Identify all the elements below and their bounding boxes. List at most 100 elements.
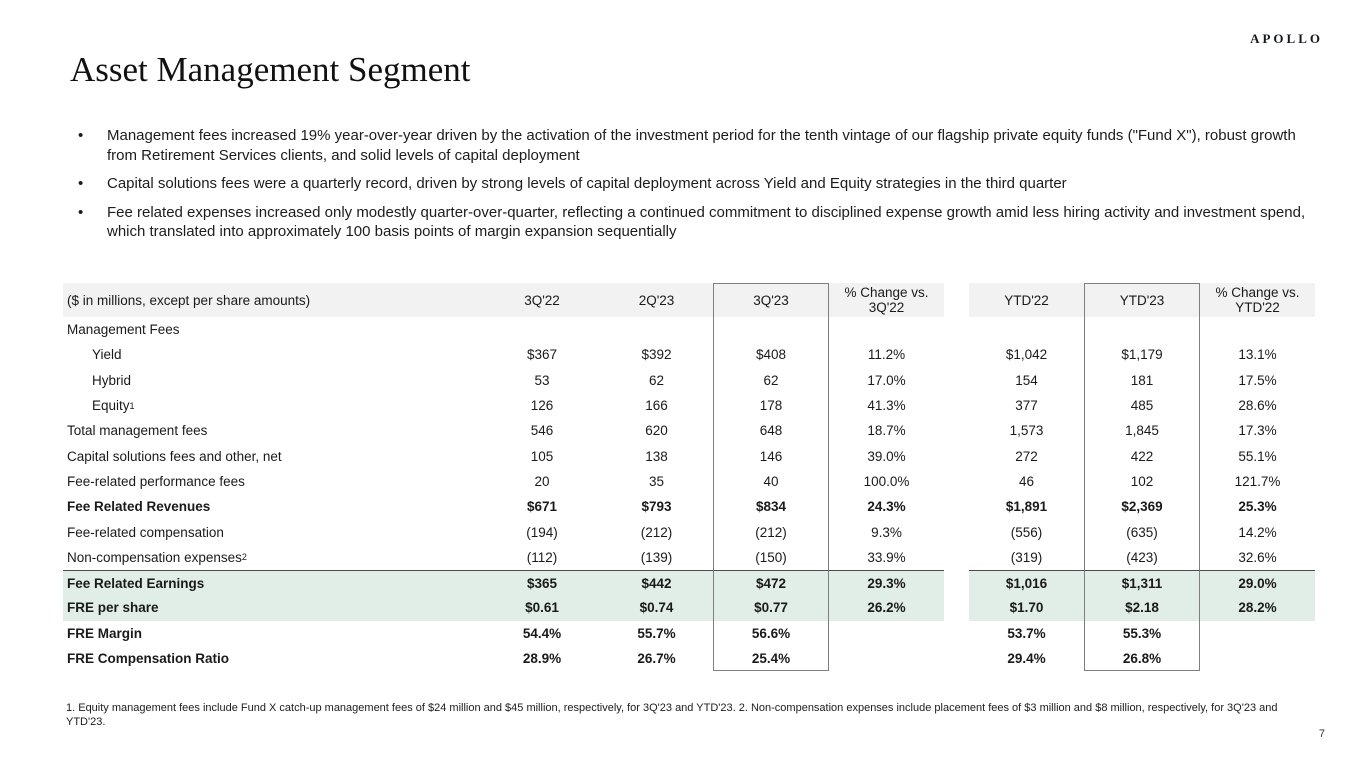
value-cell: 62 (713, 367, 829, 393)
value-cell: 9.3% (871, 524, 902, 540)
value-cell: $2,369 (1084, 494, 1200, 520)
table-row: Fee Related Revenues $671 $793 $834 24.3% $1,… (63, 494, 1315, 520)
table-row: Hybrid 53 62 62 17.0% 154 181 17.5% (63, 367, 1315, 393)
value-cell: 178 (713, 392, 829, 419)
column-gap (944, 342, 969, 367)
value-cell: $0.61 (484, 595, 600, 621)
table-row: Capital solutions fees and other, net 105… (63, 443, 1315, 469)
value-cell: 18.7% (867, 423, 906, 439)
table-row: Fee-related compensation (194) (212) (212) 9… (63, 519, 1315, 545)
row-label: Fee-related compensation (67, 524, 224, 540)
value-cell: 55.3% (1084, 620, 1200, 646)
row-label: Fee Related Revenues (67, 499, 211, 515)
column-gap (944, 469, 969, 494)
row-label: FRE per share (63, 595, 484, 621)
bullet-list: Management fees increased 19% year-over-… (70, 126, 1318, 251)
value-cell: 54.4% (522, 625, 562, 641)
row-label: Hybrid (92, 372, 132, 388)
value-cell: 138 (645, 448, 668, 464)
value-cell: 53 (534, 372, 550, 388)
value-cell: 46 (1018, 473, 1035, 489)
value-cell: 648 (713, 418, 829, 444)
value-cell (713, 317, 829, 343)
value-cell (1084, 317, 1200, 343)
value-cell (829, 317, 944, 342)
column-gap (944, 545, 969, 570)
column-gap (944, 283, 969, 317)
column-gap (944, 494, 969, 519)
value-cell: 33.9% (867, 549, 906, 565)
page-title: Asset Management Segment (70, 50, 471, 89)
table-row: FRE Compensation Ratio 28.9% 26.7% 25.4% 29.… (63, 645, 1315, 672)
column-gap (944, 646, 969, 671)
column-gap (944, 519, 969, 544)
table-row: Non-compensation expenses 2 (112) (139) (150… (63, 544, 1315, 570)
value-cell: 62 (648, 372, 665, 388)
column-header: 3Q'23 (713, 283, 829, 317)
apollo-logo: APOLLO (1250, 31, 1323, 46)
value-cell: 166 (645, 398, 668, 414)
value-cell (829, 621, 944, 646)
value-cell: 26.8% (1084, 645, 1200, 672)
table-row: FRE Margin 54.4% 55.7% 56.6% 53.7% 55.3% (63, 620, 1315, 646)
column-header: YTD'22 (969, 283, 1084, 317)
value-cell (829, 646, 944, 671)
value-cell: 25.3% (1238, 499, 1277, 515)
column-gap (944, 317, 969, 342)
value-cell: 1,573 (1009, 423, 1044, 439)
row-label: FRE Margin (67, 625, 143, 641)
value-cell: (194) (526, 524, 558, 540)
column-header: 3Q'22 (484, 283, 600, 317)
value-cell: 29.4% (1007, 651, 1046, 666)
value-cell: 35 (648, 473, 665, 489)
value-cell: 55.7% (637, 625, 676, 641)
value-cell: $1.70 (969, 595, 1084, 621)
table-row: Total management fees 546 620 648 18.7% 1,573… (63, 418, 1315, 444)
value-cell: $367 (526, 347, 558, 363)
row-label: Non-compensation expenses 2 (67, 549, 247, 565)
value-cell: (212) (640, 524, 673, 540)
value-cell: 620 (645, 423, 668, 439)
value-cell: 29.0% (1200, 569, 1315, 596)
row-label: Equity 1 (92, 398, 135, 414)
value-cell: 102 (1084, 468, 1200, 495)
value-cell: 17.3% (1238, 423, 1277, 439)
value-cell (484, 317, 600, 342)
value-cell: 40 (713, 468, 829, 495)
page-number: 7 (1318, 728, 1325, 740)
value-cell: 17.0% (867, 372, 906, 388)
table-row: Fee-related performance fees 20 35 40 100.0%… (63, 468, 1315, 495)
column-gap (944, 621, 969, 646)
row-label: FRE Compensation Ratio (67, 651, 230, 666)
value-cell: 13.1% (1238, 347, 1277, 363)
value-cell: 39.0% (867, 448, 906, 464)
value-cell: (635) (1084, 519, 1200, 545)
value-cell (1200, 621, 1315, 646)
row-label: Total management fees (67, 423, 208, 439)
value-cell: $0.77 (713, 595, 829, 621)
value-cell: 100.0% (863, 473, 910, 489)
value-cell: $2.18 (1084, 595, 1200, 621)
table-row: Yield $367 $392 $408 11.2% $1,042 $1,179 13.1% (63, 342, 1315, 368)
value-cell: $1,311 (1084, 569, 1200, 596)
value-cell: 20 (534, 473, 550, 489)
value-cell: 55.1% (1238, 448, 1277, 464)
value-cell: $1,016 (969, 569, 1084, 596)
value-cell: 546 (530, 423, 554, 439)
footnote: 1. Equity management fees include Fund X… (66, 702, 1278, 728)
value-cell: 28.9% (522, 651, 562, 666)
value-cell: 41.3% (867, 398, 906, 414)
row-label: Management Fees (67, 322, 180, 338)
value-cell: 126 (530, 398, 554, 414)
bullet-item: Capital solutions fees were a quarterly … (70, 174, 1318, 194)
bullet-item: Fee related expenses increased only mode… (70, 203, 1318, 242)
value-cell: $1,891 (1005, 499, 1048, 515)
value-cell: 28.2% (1200, 595, 1315, 621)
column-gap (944, 393, 969, 418)
value-cell: $0.74 (600, 595, 713, 621)
value-cell (1200, 317, 1315, 342)
value-cell: 105 (530, 448, 554, 464)
value-cell: 121.7% (1234, 473, 1281, 489)
value-cell: $793 (641, 499, 672, 515)
column-gap (944, 368, 969, 393)
